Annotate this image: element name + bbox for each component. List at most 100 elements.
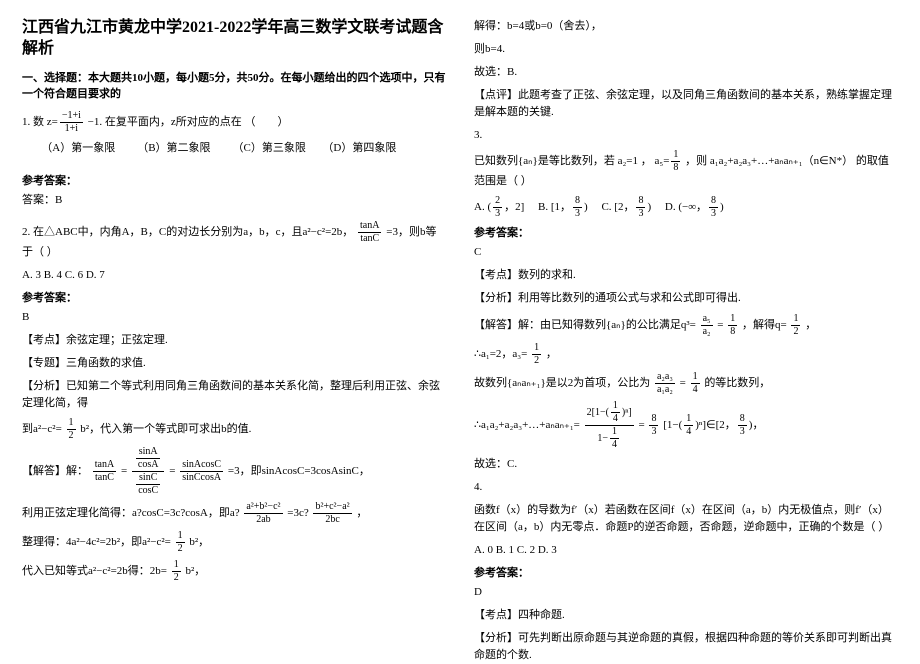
- q3-l3-fr2: 14: [691, 372, 700, 395]
- q2-l4-a: 代入已知等式a²−c²=2b得：2b=: [22, 565, 167, 577]
- q3-oa-fr: 23: [493, 196, 502, 219]
- q3-od-a: D. (−∞，: [665, 201, 707, 213]
- q3-l3-fr1: a₂a₃a₁a₂: [655, 372, 675, 395]
- q2-jd-frac2: sinAcosCsinCcosA: [180, 460, 223, 483]
- q2-l4-fr: 12: [172, 560, 181, 583]
- doc-title: 江西省九江市黄龙中学2021-2022学年高三数学文联考试题含解析: [22, 18, 446, 60]
- q2-kaodian: 【考点】余弦定理；正弦定理.: [22, 332, 446, 349]
- q1-frac: −1+i1+i: [60, 111, 83, 134]
- q3-sep1: ，: [641, 155, 652, 167]
- q2-zhuanti: 【专题】三角函数的求值.: [22, 355, 446, 372]
- q2-answer: B: [22, 309, 446, 326]
- q3-l3-b: 的等比数列，: [704, 377, 770, 389]
- q2-l4-tail: b²，: [185, 565, 205, 577]
- q2-jieda-1: 【解答】解： tanAtanC = sinAcosA sinCcosC = si…: [22, 447, 446, 496]
- q3-s2-frac: 18: [671, 150, 680, 173]
- q3-expr: a₁a₂+a₂a₃+…+aₙaₙ₊₁（n∈N*）: [710, 155, 853, 167]
- q2-chain-top: sinAcosA: [136, 447, 161, 470]
- q2-fenxi-b-line: 到a²−c²= 12 b²，代入第一个等式即可求出b的值.: [22, 418, 446, 441]
- q3-jd-mid: =: [717, 319, 723, 331]
- q3-l4-a: ∴a₁a₂+a₂a₃+…+aₙaₙ₊₁=: [474, 419, 580, 431]
- q2-jd-a: 【解答】解：: [22, 465, 88, 477]
- q2-l3-tail: b²，: [189, 536, 209, 548]
- q2-line3: 整理得：4a²−4c²=2b²，即a²−c²= 12 b²，: [22, 531, 446, 554]
- q3-stem-a: 已知数列{aₙ}是等比数列，若: [474, 155, 615, 167]
- section-1-head: 一、选择题：本大题共10小题，每小题5分，共50分。在每小题给出的四个选项中，只…: [22, 70, 446, 103]
- q3-oc-b: ): [647, 201, 651, 213]
- q3-num: 3.: [474, 127, 898, 144]
- q3-oa-c: ，2]: [504, 201, 524, 213]
- q3-kaodian: 【考点】数列的求和.: [474, 267, 898, 284]
- q3-oc-a: C. [2，: [601, 201, 634, 213]
- q1-stem-b: −1. 在复平面内，z所对应的点在: [88, 116, 242, 128]
- q3-jd-c: ，: [805, 319, 816, 331]
- q3-l4-tail: )，: [749, 419, 764, 431]
- q3-s1: a₂=1: [618, 155, 638, 167]
- q3-fenxi: 【分析】利用等比数列的通项公式与求和公式即可得出.: [474, 290, 898, 307]
- q3-options: A. (23，2] B. [1，83) C. [2，83) D. (−∞，83): [474, 196, 898, 219]
- q3-od-b: ): [720, 201, 724, 213]
- r1-b: 则b=4.: [474, 41, 898, 58]
- q3-l4-fr5: 83: [738, 414, 747, 437]
- q2-fx-frac: 12: [67, 418, 76, 441]
- q3-jd-fr1: a₅a₂: [701, 314, 713, 337]
- q2-ans-label: 参考答案：: [22, 290, 446, 307]
- q4-answer: D: [474, 584, 898, 601]
- q4-ans-label: 参考答案：: [474, 565, 898, 582]
- r1-c: 故选：B.: [474, 64, 898, 81]
- q2-l2-fr2: b²+c²−a²2bc: [313, 502, 351, 525]
- q2-l3-fr: 12: [176, 531, 185, 554]
- q3-line2: ∴a₁=2，a₃= 12 ，: [474, 343, 898, 366]
- q4-options: A. 0 B. 1 C. 2 D. 3: [474, 542, 898, 559]
- q2-line4: 代入已知等式a²−c²=2b得：2b= 12 b²，: [22, 560, 446, 583]
- q1-ans-label: 参考答案：: [22, 173, 446, 190]
- q3-jd-fr2: 18: [728, 314, 737, 337]
- q1-stem: 1. 数 z=−1+i1+i −1. 在复平面内，z所对应的点在 （ ）: [22, 111, 446, 134]
- q2-fenxi-a: 【分析】已知第二个等式利用同角三角函数间的基本关系化简，整理后利用正弦、余弦定理…: [22, 380, 440, 409]
- q3-oc-fr: 83: [636, 196, 645, 219]
- q1-answer: 答案：B: [22, 192, 446, 209]
- q3-stem: 已知数列{aₙ}是等比数列，若 a₂=1 ， a₅=18 ，则 a₁a₂+a₂a…: [474, 150, 898, 190]
- q2-options: A. 3 B. 4 C. 6 D. 7: [22, 267, 446, 284]
- q3-l4-big: 2[1−(14)ⁿ] 1−14: [585, 401, 634, 450]
- q3-answer: C: [474, 244, 898, 261]
- q3-jd-fr3: 12: [791, 314, 800, 337]
- page: 江西省九江市黄龙中学2021-2022学年高三数学文联考试题含解析 一、选择题：…: [0, 0, 920, 651]
- q3-ob-b: ): [584, 201, 588, 213]
- q3-oa-b: (: [487, 201, 491, 213]
- q3-l2-b: ，: [546, 348, 557, 360]
- q2-l2-fr1: a²+b²−c²2ab: [244, 502, 282, 525]
- left-column: 江西省九江市黄龙中学2021-2022学年高三数学文联考试题含解析 一、选择题：…: [22, 18, 460, 641]
- q1-opt-c: （C）第三象限: [233, 142, 306, 154]
- q3-s2a: a₅=: [655, 155, 670, 167]
- q3-ans-label: 参考答案：: [474, 225, 898, 242]
- q3-jd-b: ，解得q=: [742, 319, 787, 331]
- q2-jd-eq1: =: [121, 465, 127, 477]
- q3-l3-a: 故数列{aₙaₙ₊₁}是以2为首项，公比为: [474, 377, 650, 389]
- q4-kaodian: 【考点】四种命题.: [474, 607, 898, 624]
- q2-l2-tail: ，: [356, 507, 367, 519]
- q2-frac: tanAtanC: [358, 221, 381, 244]
- q2-stem-a: 2. 在△ABC中，内角A，B，C的对边长分别为a，b，c，且a²−c²=2b，: [22, 226, 353, 238]
- q4-stem: 函数f（x）的导数为f′（x）若函数在区间f（x）在区间（a，b）内无极值点，则…: [474, 502, 898, 536]
- q2-jd-frac1: tanAtanC: [93, 460, 116, 483]
- q2-l2-a: 利用正弦定理化简得：a?cosC=3c?cosA，即a?: [22, 507, 240, 519]
- q2-fenxi-b: 到a²−c²=: [22, 423, 62, 435]
- q3-l4-fr3: 83: [649, 414, 658, 437]
- q3-l4-eq: =: [638, 419, 644, 431]
- q2-chain-bot: sinCcosC: [136, 473, 160, 496]
- q3-l4-num-a: 2[1−(: [587, 406, 609, 417]
- right-column: 解得：b=4或b=0（舍去）， 则b=4. 故选：B. 【点评】此题考查了正弦、…: [460, 18, 898, 641]
- q2-jd-chain: sinAcosA sinCcosC: [132, 447, 165, 496]
- q1-opt-d: （D）第四象限: [322, 142, 396, 154]
- q3-l4-mid3: )ⁿ]∈[2，: [695, 419, 736, 431]
- q3-ob-fr: 83: [573, 196, 582, 219]
- q3-line4: ∴a₁a₂+a₂a₃+…+aₙaₙ₊₁= 2[1−(14)ⁿ] 1−14 = 8…: [474, 401, 898, 450]
- q3-l2-a: ∴a₁=2，a₃=: [474, 348, 527, 360]
- q1-stem-a: 1. 数: [22, 116, 44, 128]
- q3-od-fr: 83: [709, 196, 718, 219]
- q2-l2-mid: =3c?: [287, 507, 308, 519]
- q3-l4-mid2: [1−(: [663, 419, 682, 431]
- q1-options: （A）第一象限 （B）第二象限 （C）第三象限 （D）第四象限: [22, 140, 446, 157]
- q2-jd-eq2: =: [169, 465, 175, 477]
